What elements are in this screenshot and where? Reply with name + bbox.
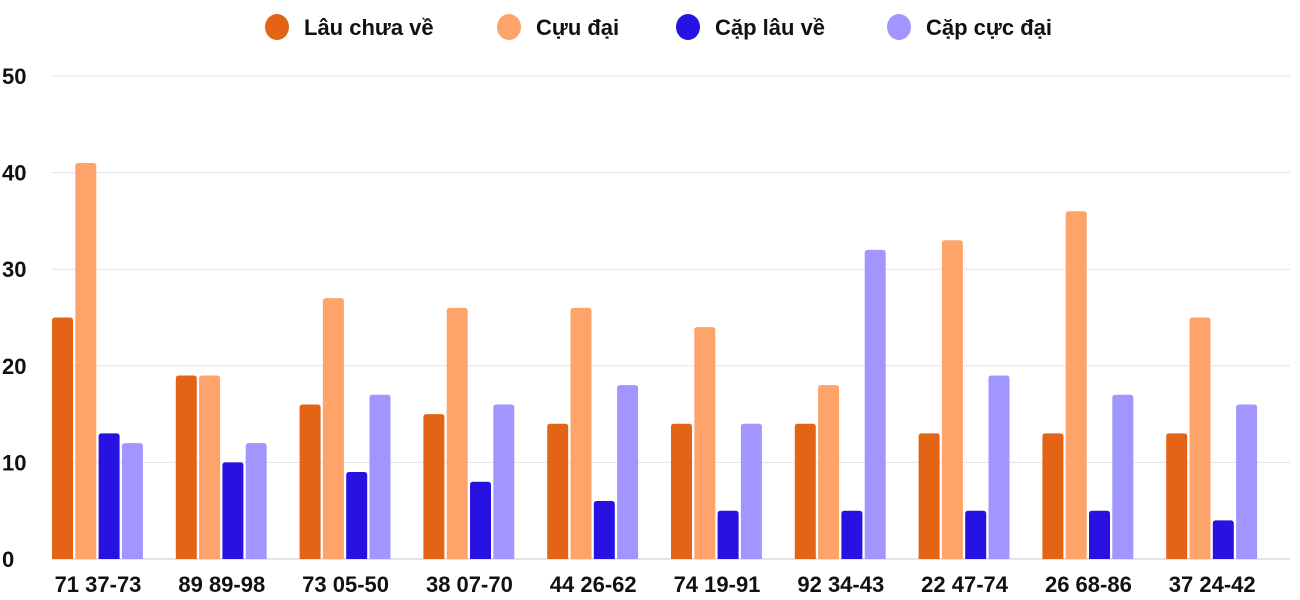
bar (369, 394, 391, 559)
bar (965, 510, 987, 559)
legend-marker (265, 14, 289, 40)
bar (617, 385, 639, 559)
legend-marker (676, 14, 700, 40)
bar (423, 414, 445, 559)
bar (199, 375, 221, 559)
bar (299, 404, 321, 559)
bar (1166, 433, 1188, 559)
bar (1065, 211, 1087, 560)
bar (1112, 394, 1134, 559)
bar (694, 327, 716, 559)
x-tick-label: 26 68-86 (1045, 572, 1132, 597)
y-tick-label: 40 (2, 161, 26, 186)
y-tick-label: 20 (2, 354, 26, 379)
bar (1042, 433, 1064, 559)
bar (75, 162, 97, 559)
x-tick-label: 38 07-70 (426, 572, 513, 597)
bar (245, 443, 267, 559)
bar (346, 472, 368, 559)
bar (988, 375, 1010, 559)
y-tick-label: 10 (2, 450, 26, 475)
bar (493, 404, 515, 559)
legend-label: Cặp cực đại (926, 15, 1052, 40)
x-tick-label: 71 37-73 (55, 572, 142, 597)
bar (1212, 520, 1234, 559)
bar (918, 433, 940, 559)
x-tick-label: 89 89-98 (178, 572, 265, 597)
bar (864, 249, 886, 559)
bar (818, 385, 840, 559)
legend-marker (887, 14, 911, 40)
bar (222, 462, 244, 559)
bar (717, 510, 739, 559)
bar (98, 433, 120, 559)
bar (446, 307, 468, 559)
legend: Lâu chưa về Cựu đại Cặp lâu về Cặp cực đại (265, 14, 1052, 40)
x-tick-label: 92 34-43 (797, 572, 884, 597)
bar (1089, 510, 1110, 559)
x-tick-label: 22 47-74 (921, 572, 1009, 597)
bar (470, 481, 491, 559)
y-tick-label: 0 (2, 547, 14, 572)
legend-label: Cựu đại (536, 15, 619, 40)
legend-label: Cặp lâu về (715, 15, 825, 40)
bar (1189, 317, 1211, 559)
bar (740, 423, 762, 559)
bars (52, 162, 1258, 560)
x-tick-label: 37 24-42 (1169, 572, 1256, 597)
legend-label: Lâu chưa về (304, 15, 434, 40)
bar (175, 375, 197, 559)
legend-marker (497, 14, 521, 40)
bar (671, 423, 692, 559)
bar (794, 423, 816, 559)
x-tick-label: 44 26-62 (550, 572, 637, 597)
bar (322, 298, 344, 559)
y-tick-label: 50 (2, 64, 26, 89)
x-tick-label: 73 05-50 (302, 572, 389, 597)
grid: 0 10 20 30 40 50 (2, 64, 1290, 572)
x-axis-labels: 71 37-73 89 89-98 73 05-50 38 07-70 44 26-62… (55, 572, 1256, 597)
bar (547, 423, 569, 559)
bar (1236, 404, 1258, 559)
bar (570, 307, 592, 559)
bar (121, 443, 143, 559)
bar (52, 317, 73, 559)
bar (841, 510, 863, 559)
x-tick-label: 74 19-91 (674, 572, 761, 597)
y-tick-label: 30 (2, 257, 26, 282)
bar (941, 240, 963, 559)
bar (593, 501, 615, 559)
